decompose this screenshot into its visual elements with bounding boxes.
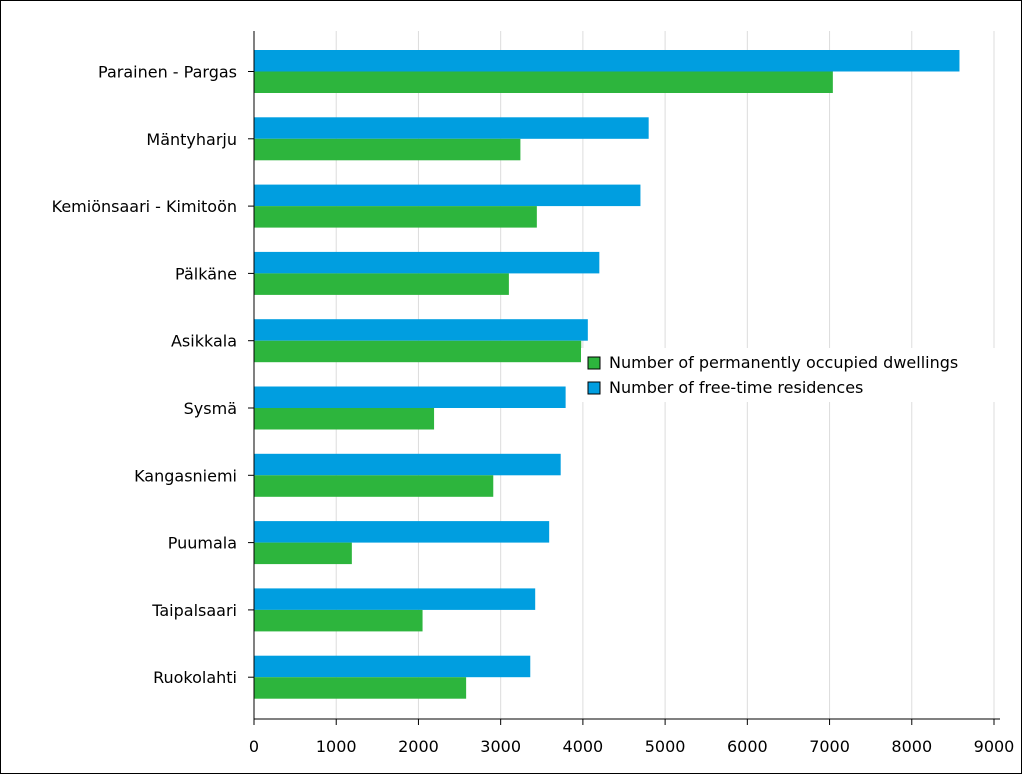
x-tick-label: 7000 bbox=[809, 737, 850, 756]
x-tick-labels: 0 1000 2000 3000 4000 5000 6000 7000 8000 9000 bbox=[249, 737, 1014, 756]
bar-free-time-residences bbox=[254, 184, 641, 207]
x-tick-label: 3000 bbox=[480, 737, 521, 756]
category-label: Asikkala bbox=[171, 332, 237, 351]
category-label: Sysmä bbox=[184, 399, 237, 418]
legend-label: Number of free-time residences bbox=[609, 378, 863, 397]
bar-permanently-occupied-dwellings bbox=[254, 677, 467, 699]
bar-permanently-occupied-dwellings bbox=[254, 542, 352, 565]
legend-background bbox=[581, 348, 997, 402]
bar-permanently-occupied-dwellings bbox=[254, 475, 494, 497]
bar-permanently-occupied-dwellings bbox=[254, 273, 509, 295]
bar-free-time-residences bbox=[254, 50, 960, 72]
category-label: Kangasniemi bbox=[134, 466, 237, 485]
bar-free-time-residences bbox=[254, 521, 550, 543]
x-tick-label: 9000 bbox=[974, 737, 1015, 756]
bar-free-time-residences bbox=[254, 319, 588, 341]
x-tick-label: 6000 bbox=[727, 737, 768, 756]
bar-free-time-residences bbox=[254, 453, 561, 476]
x-tick-label: 8000 bbox=[891, 737, 932, 756]
category-label: Ruokolahti bbox=[153, 668, 237, 687]
bar-free-time-residences bbox=[254, 588, 536, 610]
bar-permanently-occupied-dwellings bbox=[254, 206, 537, 228]
legend-label: Number of permanently occupied dwellings bbox=[609, 353, 958, 372]
bar-permanently-occupied-dwellings bbox=[254, 609, 423, 632]
category-label: Pälkäne bbox=[175, 264, 237, 283]
bar-free-time-residences bbox=[254, 117, 649, 139]
category-label: Kemiönsaari - Kimitoön bbox=[52, 197, 237, 216]
category-labels: Parainen - Pargas Mäntyharju Kemiönsaari -… bbox=[52, 63, 237, 688]
bar-free-time-residences bbox=[254, 386, 566, 408]
legend-swatch bbox=[587, 356, 601, 370]
category-label: Mäntyharju bbox=[146, 130, 237, 149]
axes bbox=[248, 31, 1000, 725]
legend-swatch bbox=[587, 381, 601, 395]
x-tick-label: 1000 bbox=[316, 737, 357, 756]
category-label: Taipalsaari bbox=[151, 601, 237, 620]
x-tick-label: 4000 bbox=[563, 737, 604, 756]
bar-permanently-occupied-dwellings bbox=[254, 71, 833, 93]
x-tick-label: 2000 bbox=[398, 737, 439, 756]
x-tick-label: 5000 bbox=[645, 737, 686, 756]
category-label: Puumala bbox=[168, 534, 237, 553]
bar-free-time-residences bbox=[254, 251, 600, 274]
legend: Number of permanently occupied dwellings… bbox=[581, 348, 997, 402]
bar-permanently-occupied-dwellings bbox=[254, 340, 582, 363]
bar-free-time-residences bbox=[254, 655, 531, 678]
bar-permanently-occupied-dwellings bbox=[254, 138, 521, 161]
x-tick-label: 0 bbox=[249, 737, 259, 756]
bars bbox=[254, 50, 960, 699]
bar-permanently-occupied-dwellings bbox=[254, 408, 435, 430]
category-label: Parainen - Pargas bbox=[98, 63, 237, 82]
